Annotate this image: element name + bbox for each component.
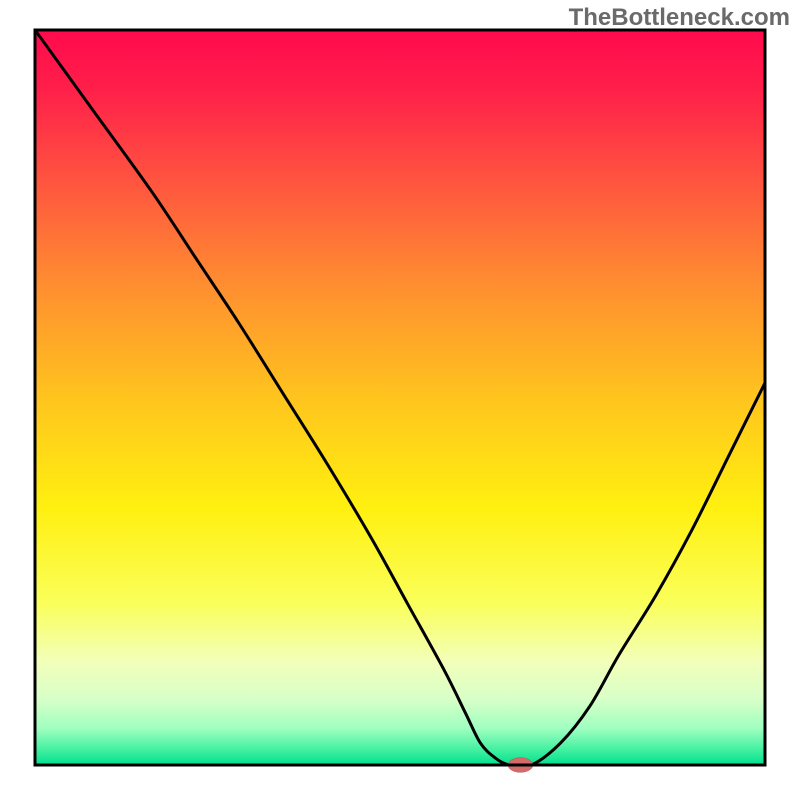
chart-container: TheBottleneck.com <box>0 0 800 800</box>
gradient-background <box>35 30 765 765</box>
bottleneck-chart <box>0 0 800 800</box>
watermark-text: TheBottleneck.com <box>569 4 790 32</box>
